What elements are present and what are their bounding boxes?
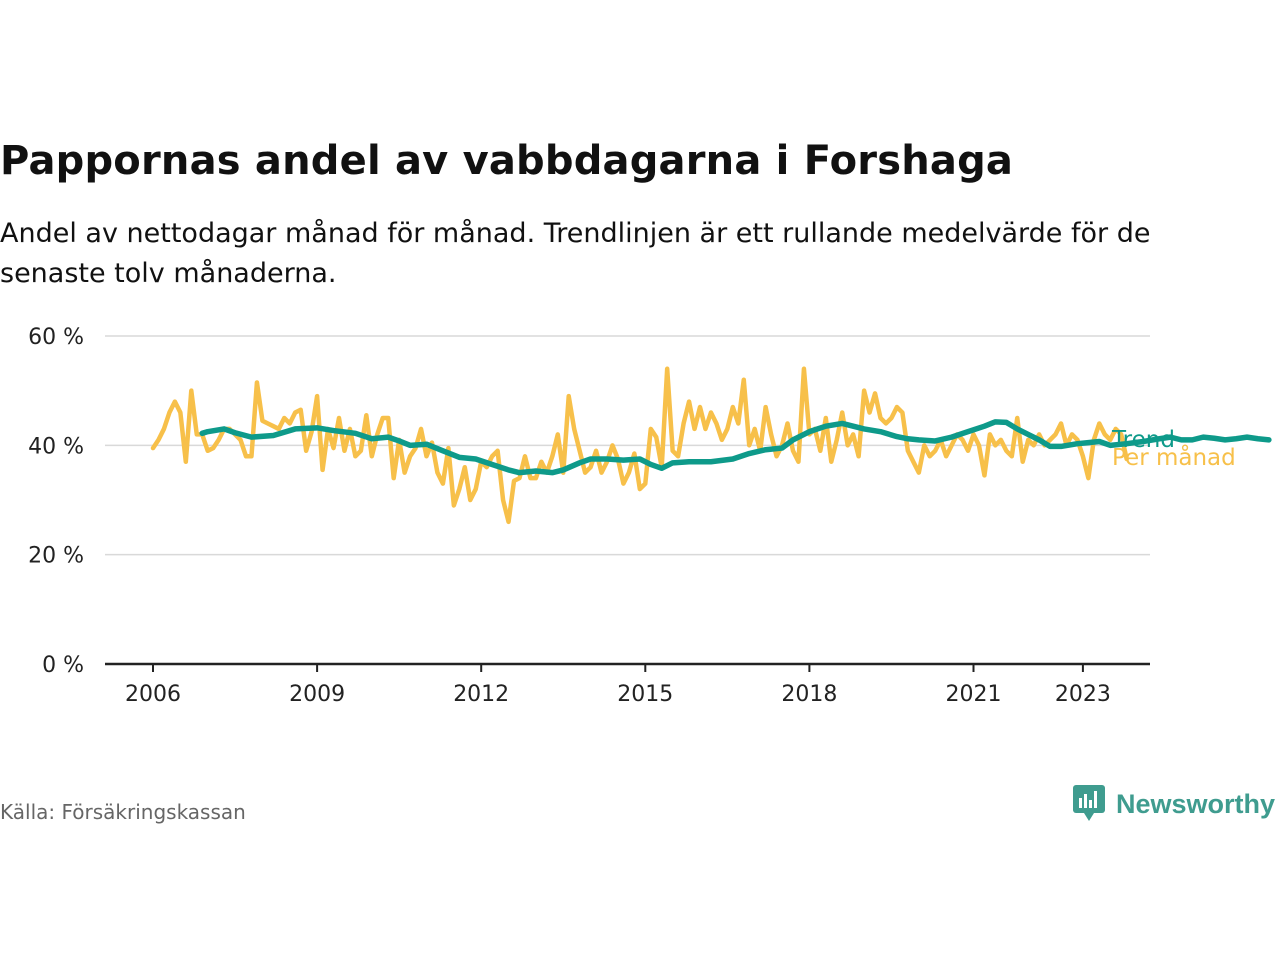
legend-label-trend: Trend: [1111, 427, 1175, 453]
y-tick-label: 0 %: [42, 653, 84, 678]
series-trend-line: [199, 419, 1272, 476]
y-tick-label: 20 %: [28, 544, 84, 569]
chart-title: Pappornas andel av vabbdagarna i Forshag…: [0, 138, 1014, 184]
chart-subtitle: Andel av nettodagar månad för månad. Tre…: [0, 218, 1151, 289]
x-tick-label: 2006: [125, 682, 181, 707]
x-tick-label: 2021: [946, 682, 1002, 707]
series-monthly-line: [150, 366, 1129, 525]
source-note: Källa: Försäkringskassan: [0, 800, 246, 824]
x-tick-label: 2012: [453, 682, 509, 707]
newsworthy-logo-icon: [1073, 785, 1105, 821]
legend-label-monthly: Per månad: [1112, 443, 1236, 471]
y-tick-label: 40 %: [28, 434, 84, 459]
brand-name: Newsworthy: [1116, 788, 1276, 819]
x-tick-label: 2015: [617, 682, 673, 707]
x-tick-label: 2018: [781, 682, 837, 707]
y-tick-label: 60 %: [28, 325, 84, 350]
x-tick-label: 2023: [1055, 682, 1111, 707]
brand-logo: Newsworthy: [1072, 784, 1275, 824]
x-tick-label: 2009: [289, 682, 345, 707]
